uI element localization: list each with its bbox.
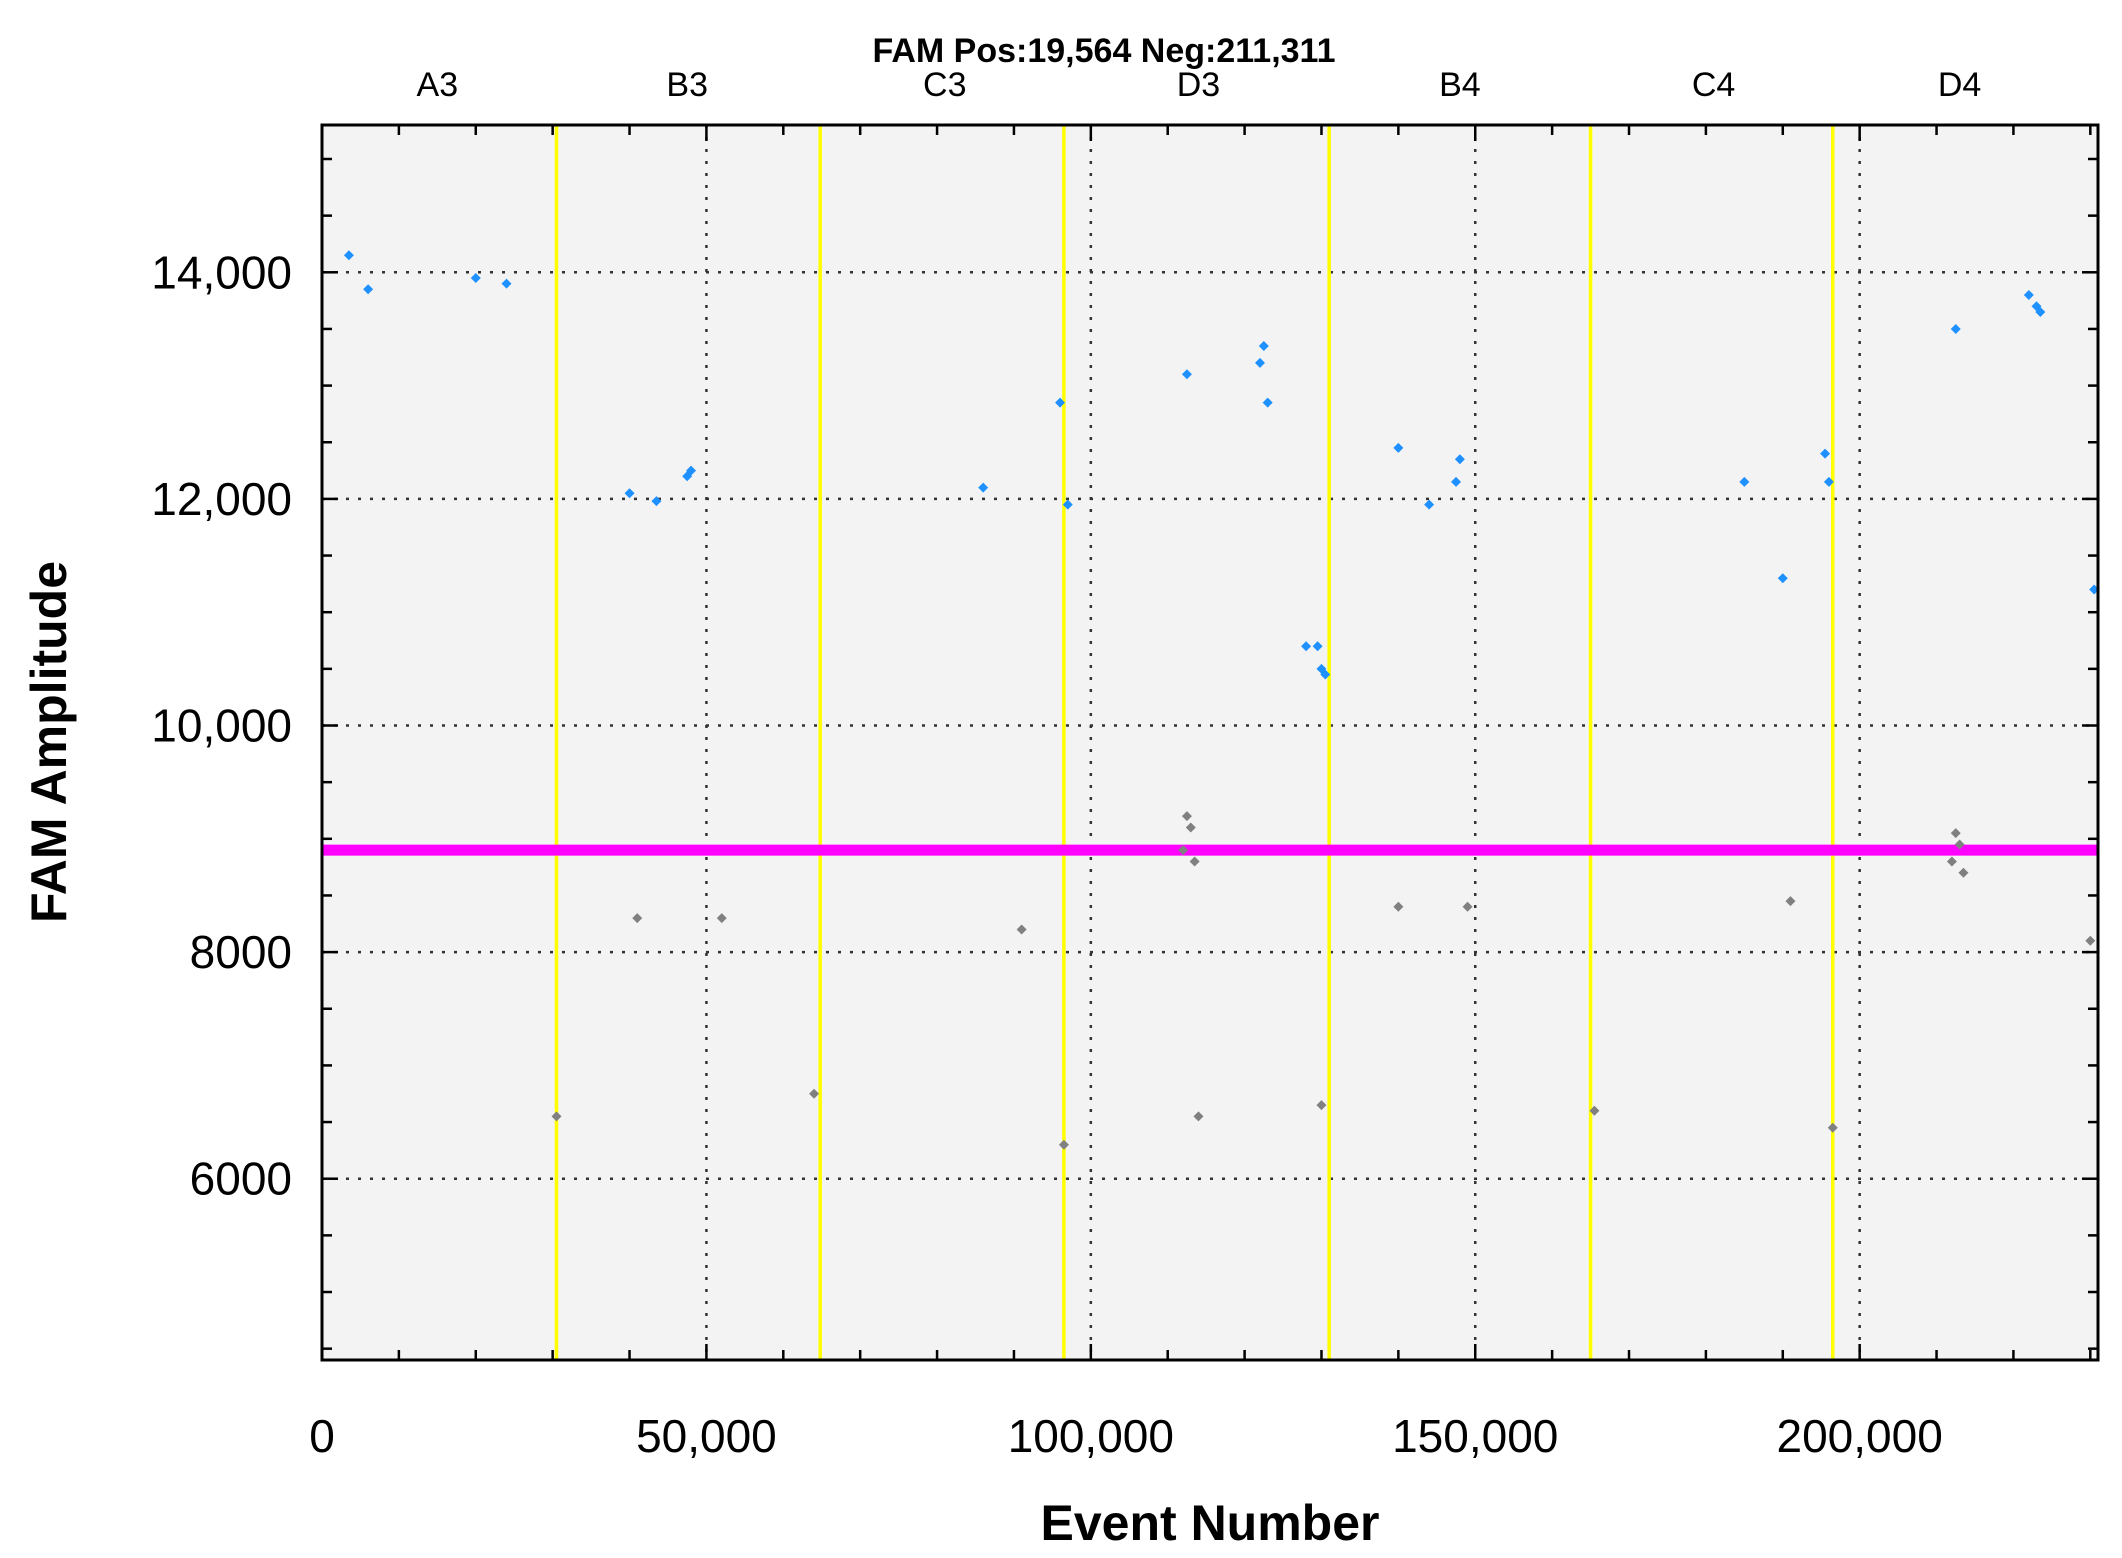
positive-droplet-point xyxy=(1451,476,1462,487)
y-tick-label: 12,000 xyxy=(151,473,292,525)
positive-droplet-point xyxy=(1254,357,1265,368)
well-label: B4 xyxy=(1439,66,1481,104)
positive-droplet-point xyxy=(686,465,697,476)
negative-droplet-point xyxy=(1954,839,1965,850)
positive-droplet-point xyxy=(2035,306,2046,317)
y-tick-label: 8000 xyxy=(190,926,292,978)
negative-droplet-point xyxy=(1958,867,1969,878)
positive-droplet-point xyxy=(1820,448,1831,459)
axis-ticks xyxy=(320,125,2098,1360)
x-tick-labels: 0 50,000 100,000 150,000 200,000 xyxy=(309,1410,1943,1462)
positive-droplet-point xyxy=(343,250,354,261)
x-axis-label: Event Number xyxy=(1041,1495,1380,1551)
positive-droplet-point xyxy=(501,278,512,289)
positive-droplet-point xyxy=(363,284,374,295)
x-tick-label: 50,000 xyxy=(636,1410,777,1462)
negative-droplet-point xyxy=(809,1088,820,1099)
well-label: B3 xyxy=(666,66,708,104)
negative-droplet-point xyxy=(1193,1111,1204,1122)
chart-title: FAM Pos:19,564 Neg:211,311 xyxy=(872,32,1335,70)
positive-droplet-point xyxy=(624,488,635,499)
negative-droplet-point xyxy=(1393,901,1404,912)
well-label: C3 xyxy=(923,66,966,104)
positive-droplet-point xyxy=(1062,499,1073,510)
negative-droplet-point xyxy=(1827,1122,1838,1133)
positive-droplet-point xyxy=(1320,669,1331,680)
negative-droplet-point xyxy=(1181,811,1192,822)
negative-droplet-point xyxy=(551,1111,562,1122)
positive-droplet-point xyxy=(1393,442,1404,453)
gridlines xyxy=(322,125,2098,1360)
droplet-points xyxy=(343,250,2100,1150)
negative-droplet-point xyxy=(1946,856,1957,867)
well-labels: A3 B3 C3 D3 B4 C4 D4 xyxy=(417,66,1982,104)
negative-droplet-point xyxy=(1950,828,1961,839)
y-tick-label: 10,000 xyxy=(151,700,292,752)
positive-droplet-point xyxy=(651,496,662,507)
well-label: D4 xyxy=(1938,66,1981,104)
negative-droplet-point xyxy=(1185,822,1196,833)
positive-droplet-point xyxy=(978,482,989,493)
x-tick-label: 200,000 xyxy=(1777,1410,1943,1462)
negative-droplet-point xyxy=(1316,1100,1327,1111)
positive-droplet-point xyxy=(1055,397,1066,408)
well-label: A3 xyxy=(417,66,459,104)
positive-droplet-point xyxy=(1181,369,1192,380)
positive-droplet-point xyxy=(1301,641,1312,652)
negative-droplet-point xyxy=(1189,856,1200,867)
well-label: C4 xyxy=(1692,66,1735,104)
plot-frame xyxy=(320,123,2100,1362)
x-tick-label: 150,000 xyxy=(1392,1410,1558,1462)
positive-droplet-point xyxy=(1312,641,1323,652)
negative-droplet-point xyxy=(1058,1139,1069,1150)
positive-droplet-point xyxy=(470,272,481,283)
positive-droplet-point xyxy=(1424,499,1435,510)
negative-droplet-point xyxy=(1016,924,1027,935)
positive-droplet-point xyxy=(1823,476,1834,487)
negative-droplet-point xyxy=(2085,935,2096,946)
negative-droplet-point xyxy=(1178,845,1189,856)
positive-droplet-point xyxy=(1777,573,1788,584)
negative-droplet-point xyxy=(1462,901,1473,912)
plot-background xyxy=(322,125,2098,1360)
negative-droplet-point xyxy=(1589,1105,1600,1116)
y-tick-label: 6000 xyxy=(190,1153,292,1205)
y-axis-label: FAM Amplitude xyxy=(21,561,77,923)
y-tick-label: 14,000 xyxy=(151,246,292,298)
y-tick-labels: 6000 8000 10,000 12,000 14,000 xyxy=(151,246,292,1204)
positive-droplet-point xyxy=(1262,397,1273,408)
positive-droplet-point xyxy=(2023,289,2034,300)
negative-droplet-point xyxy=(1785,896,1796,907)
x-tick-label: 0 xyxy=(309,1410,335,1462)
positive-droplet-point xyxy=(1950,323,1961,334)
well-label: D3 xyxy=(1177,66,1220,104)
positive-droplet-point xyxy=(1739,476,1750,487)
positive-droplet-point xyxy=(1258,340,1269,351)
negative-droplet-point xyxy=(632,913,643,924)
well-boundaries xyxy=(554,125,1835,1360)
x-tick-label: 100,000 xyxy=(1008,1410,1174,1462)
positive-droplet-point xyxy=(1454,454,1465,465)
negative-droplet-point xyxy=(716,913,727,924)
